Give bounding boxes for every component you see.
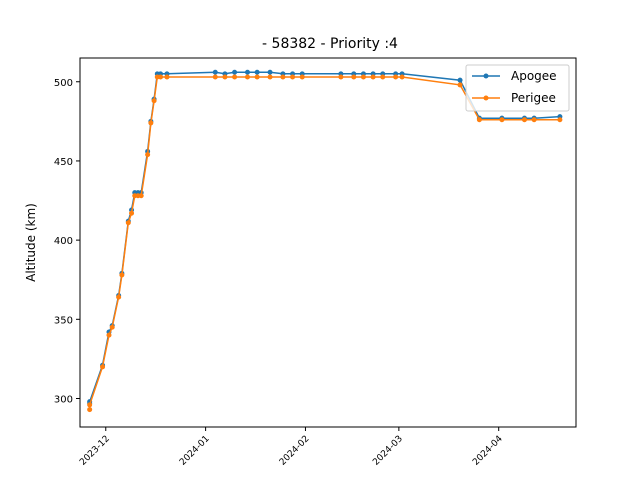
series-perigee bbox=[87, 74, 563, 413]
data-point bbox=[87, 402, 93, 408]
y-tick-label: 400 bbox=[54, 236, 73, 247]
data-point bbox=[370, 74, 376, 80]
data-point bbox=[299, 74, 305, 80]
data-point bbox=[164, 74, 170, 80]
data-point bbox=[138, 193, 144, 199]
data-point bbox=[290, 74, 296, 80]
legend-marker bbox=[483, 95, 489, 101]
data-point bbox=[457, 82, 463, 88]
data-point bbox=[244, 69, 250, 75]
legend-label: Apogee bbox=[511, 69, 557, 83]
data-point bbox=[212, 74, 218, 80]
data-point bbox=[267, 74, 273, 80]
y-axis-label: Altitude (km) bbox=[24, 203, 38, 282]
data-point bbox=[129, 210, 135, 216]
data-point bbox=[254, 74, 260, 80]
data-point bbox=[145, 152, 151, 158]
legend-marker bbox=[483, 73, 489, 79]
data-point bbox=[457, 77, 463, 83]
data-point bbox=[125, 220, 131, 226]
data-point bbox=[380, 74, 386, 80]
data-point bbox=[244, 74, 250, 80]
data-point bbox=[338, 74, 344, 80]
data-point bbox=[151, 98, 157, 104]
data-point bbox=[232, 74, 238, 80]
y-axis: 300 350 400 450 500 bbox=[54, 78, 80, 405]
chart-title: - 58382 - Priority :4 bbox=[262, 36, 398, 52]
data-point bbox=[521, 117, 527, 123]
data-point bbox=[212, 69, 218, 75]
data-point bbox=[531, 117, 537, 123]
data-point bbox=[280, 74, 286, 80]
legend: Apogee Perigee bbox=[465, 64, 570, 112]
y-tick-label: 300 bbox=[54, 394, 73, 405]
data-point bbox=[499, 117, 505, 123]
data-point bbox=[87, 407, 93, 413]
axes-frame bbox=[79, 57, 577, 428]
data-point bbox=[119, 272, 125, 278]
data-point bbox=[109, 324, 115, 330]
data-point bbox=[106, 332, 112, 338]
data-point bbox=[399, 74, 405, 80]
data-point bbox=[148, 120, 154, 126]
y-tick-label: 500 bbox=[54, 78, 73, 89]
data-point bbox=[158, 74, 164, 80]
data-point bbox=[393, 74, 399, 80]
series-line-perigee bbox=[88, 76, 560, 410]
data-point bbox=[116, 294, 122, 300]
legend-label: Perigee bbox=[511, 91, 556, 105]
data-point bbox=[557, 117, 563, 123]
data-point bbox=[476, 117, 482, 123]
data-point bbox=[360, 74, 366, 80]
data-point bbox=[351, 74, 357, 80]
y-tick-label: 450 bbox=[54, 157, 73, 168]
data-point bbox=[222, 74, 228, 80]
data-point bbox=[100, 364, 106, 370]
data-point bbox=[254, 69, 260, 75]
data-point bbox=[267, 69, 273, 75]
data-point bbox=[232, 69, 238, 75]
plot-area bbox=[87, 69, 563, 413]
y-tick-label: 350 bbox=[54, 315, 73, 326]
